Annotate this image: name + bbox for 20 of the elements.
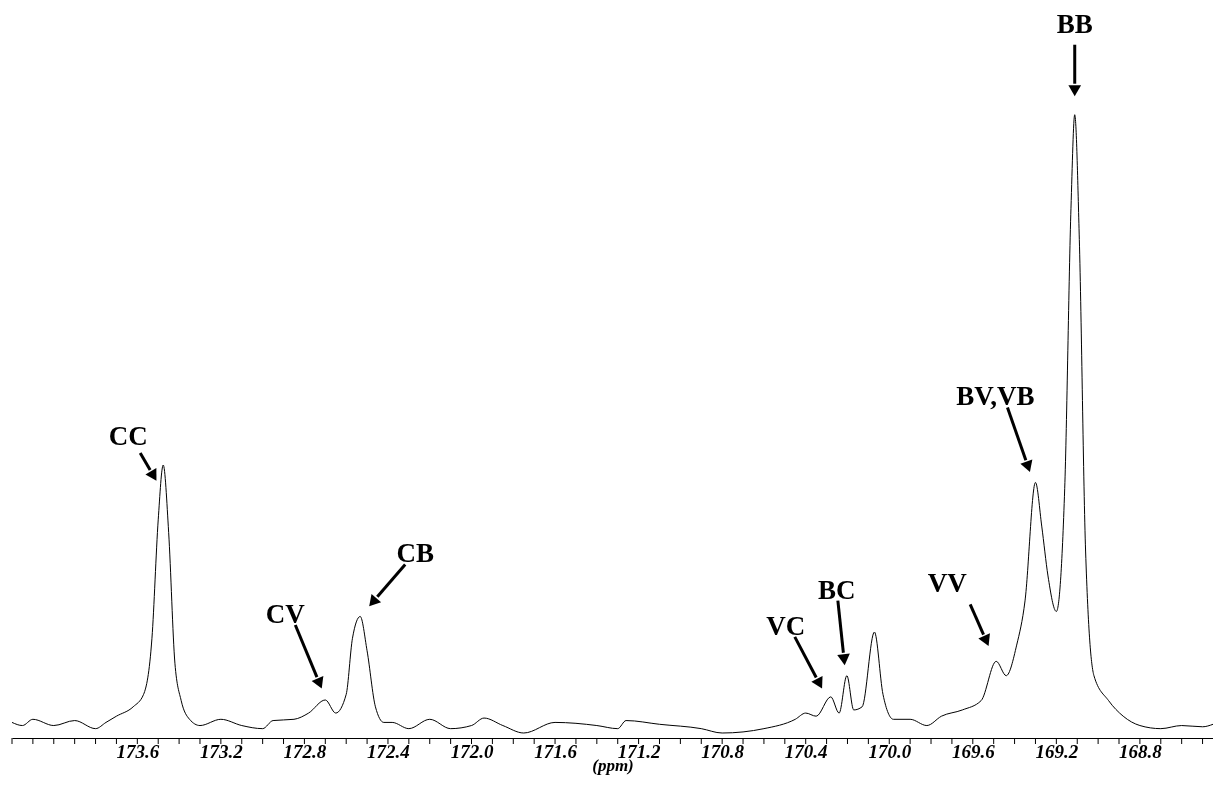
x-tick-label: 173.2 bbox=[199, 740, 244, 762]
x-tick-label: 171.6 bbox=[534, 740, 578, 762]
x-tick-label: 173.6 bbox=[116, 740, 160, 762]
x-tick-label: 172.0 bbox=[450, 740, 494, 762]
annotation: BB bbox=[1056, 8, 1093, 39]
x-tick-label: 169.6 bbox=[951, 740, 996, 762]
x-tick-label: 168.8 bbox=[1119, 740, 1163, 762]
annotation: CB bbox=[396, 538, 434, 569]
x-tick-label: 170.0 bbox=[868, 740, 912, 762]
x-tick-label: 169.2 bbox=[1035, 740, 1079, 762]
annotation: CC bbox=[108, 421, 148, 452]
x-tick-label: 172.4 bbox=[367, 740, 410, 762]
annotation: VV bbox=[927, 568, 968, 599]
annotation: BC bbox=[818, 574, 856, 605]
annotation: VC bbox=[766, 610, 806, 641]
x-tick-label: 170.4 bbox=[784, 740, 828, 762]
annotation: CV bbox=[265, 598, 306, 629]
annotation: BV,VB bbox=[956, 381, 1035, 412]
x-tick-label: 170.8 bbox=[701, 740, 745, 762]
x-tick-label: 172.8 bbox=[283, 740, 327, 762]
